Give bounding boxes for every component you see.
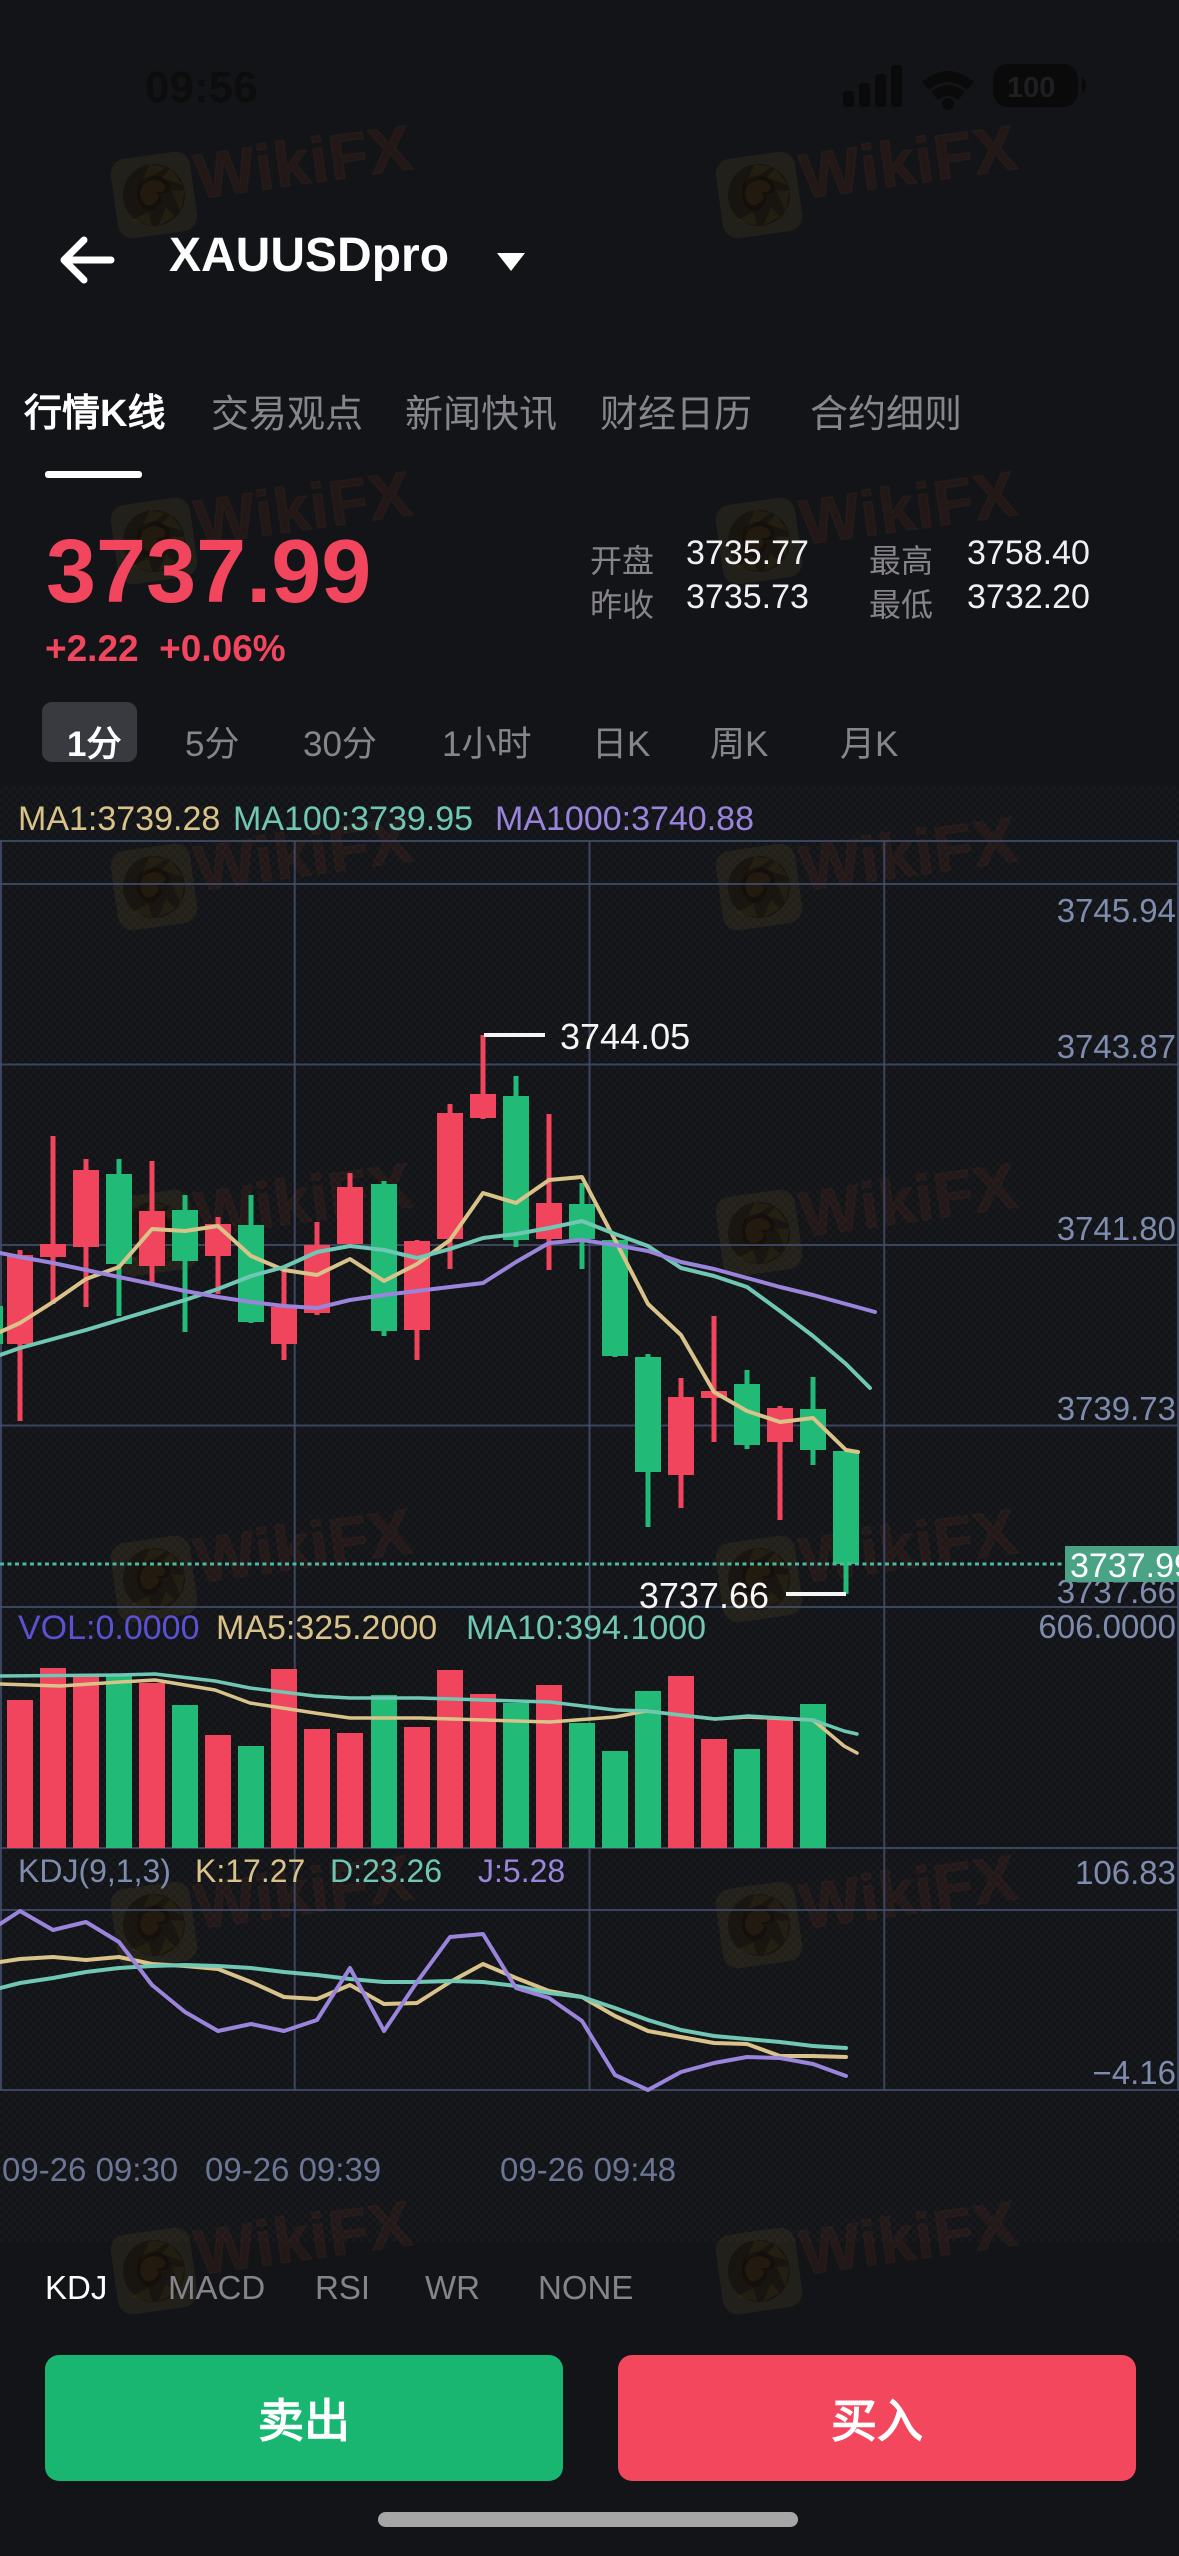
svg-text:MA1000:3740.88: MA1000:3740.88 — [495, 800, 754, 838]
svg-text:106.83: 106.83 — [1075, 1854, 1176, 1891]
svg-text:D:23.26: D:23.26 — [330, 1853, 442, 1889]
svg-text:−4.16: −4.16 — [1093, 2054, 1177, 2091]
svg-text:3744.05: 3744.05 — [560, 1016, 690, 1057]
svg-text:KDJ(9,1,3): KDJ(9,1,3) — [18, 1853, 171, 1889]
svg-text:09-26 09:30: 09-26 09:30 — [2, 2151, 178, 2188]
svg-text:MA10:394.1000: MA10:394.1000 — [466, 1609, 706, 1647]
svg-text:MA5:325.2000: MA5:325.2000 — [216, 1609, 437, 1647]
svg-text:3741.80: 3741.80 — [1057, 1210, 1176, 1247]
svg-text:3745.94: 3745.94 — [1057, 892, 1176, 929]
svg-text:VOL:0.0000: VOL:0.0000 — [18, 1609, 199, 1647]
svg-text:3739.73: 3739.73 — [1057, 1390, 1176, 1427]
svg-text:3743.87: 3743.87 — [1057, 1028, 1176, 1065]
svg-text:MA1:3739.28: MA1:3739.28 — [18, 800, 220, 838]
svg-text:MA100:3739.95: MA100:3739.95 — [233, 800, 473, 838]
svg-text:J:5.28: J:5.28 — [478, 1853, 565, 1889]
svg-text:606.0000: 606.0000 — [1038, 1608, 1176, 1645]
svg-text:K:17.27: K:17.27 — [195, 1853, 305, 1889]
svg-text:100: 100 — [1007, 72, 1055, 104]
svg-text:09-26 09:39: 09-26 09:39 — [205, 2151, 381, 2188]
svg-text:3737.99: 3737.99 — [1070, 1547, 1179, 1585]
svg-text:09-26 09:48: 09-26 09:48 — [500, 2151, 676, 2188]
svg-text:3737.66: 3737.66 — [639, 1575, 769, 1616]
